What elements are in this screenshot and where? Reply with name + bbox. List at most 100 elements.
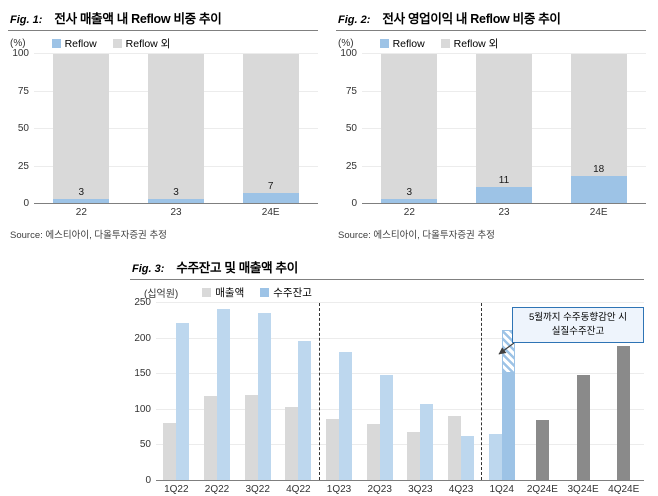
fig2-chart: 0 25 50 75 100 3 11 18 (336, 48, 646, 209)
stacked-bar: 7 (242, 54, 299, 203)
x-tick-label: 22 (75, 207, 87, 218)
legend-item: Reflow (51, 36, 97, 51)
fig2-legend: Reflow Reflow 외 (379, 36, 499, 51)
legend-swatch (379, 39, 389, 48)
fig3-panel: Fig. 3: 수주잔고 및 매출액 추이 (십억원) 매출액 수주잔고 0 50 1… (130, 257, 644, 496)
bar-segment-reflow (570, 176, 627, 203)
bar-group (481, 303, 522, 480)
bar-group (563, 303, 604, 480)
bar (420, 403, 434, 480)
bar-segment-other (147, 54, 204, 199)
y-tick-label: 50 (345, 123, 357, 134)
legend-swatch (112, 39, 122, 48)
bar-segment-reflow (53, 198, 110, 203)
bar-group (603, 303, 644, 480)
fig1-legend: Reflow Reflow 외 (51, 36, 170, 51)
y-tick-label: 250 (134, 297, 151, 308)
bar (366, 424, 380, 480)
fig3-plot-area: 5월까지 수주동향감안 시 실질수주잔고 (156, 302, 644, 481)
legend-label: Reflow 외 (453, 38, 499, 50)
y-tick-label: 0 (145, 475, 151, 486)
fig3-x-axis: 1Q22 2Q22 3Q22 4Q22 1Q23 2Q23 3Q23 4Q23 1Q24 2Q24… (156, 481, 644, 495)
y-tick-label: 75 (17, 85, 29, 97)
fig1-chart: 0 25 50 75 100 3 3 7 (8, 48, 318, 209)
fig2-meta-row: (%) Reflow Reflow 외 (336, 36, 646, 51)
fig2-tag: Fig. 2: (338, 14, 371, 26)
legend-swatch (440, 39, 450, 48)
x-tick-label: 4Q24E (608, 484, 640, 495)
real-backlog-callout: 5월까지 수주동향감안 시 실질수주잔고 (512, 307, 644, 343)
legend-label: Reflow (392, 37, 425, 50)
fig3-title: 수주잔고 및 매출액 추이 (176, 261, 298, 275)
fig1-panel: Fig. 1: 전사 매출액 내 Reflow 비중 추이 (%) Reflow… (8, 8, 318, 241)
bar (379, 374, 393, 480)
gridline (156, 373, 644, 375)
bar-segment-other (475, 54, 532, 187)
fig1-x-axis-spacer (8, 204, 34, 218)
y-tick-label: 150 (134, 368, 151, 380)
gridline (156, 337, 644, 339)
y-tick-label: 0 (351, 198, 357, 209)
bar (217, 309, 230, 480)
fig1-title: 전사 매출액 내 Reflow 비중 추이 (54, 12, 222, 26)
fig2-title: 전사 영업이익 내 Reflow 비중 추이 (382, 12, 561, 26)
data-label: 18 (593, 164, 605, 175)
bar (535, 420, 549, 480)
bar-segment-other (381, 54, 438, 199)
fig3-legend: 매출액 수주잔고 (202, 285, 312, 300)
bar-group (319, 303, 360, 480)
fig3-chart: 0 50 100 150 200 250 5월까지 수주동향감안 시 실질수주잔고 (130, 297, 644, 486)
bar-group (359, 303, 400, 480)
bar-segment-reflow (381, 198, 438, 203)
fig3-tag: Fig. 3: (132, 263, 165, 275)
fig3-meta-row: (십억원) 매출액 수주잔고 (130, 285, 644, 300)
fig2-header: Fig. 2: 전사 영업이익 내 Reflow 비중 추이 (336, 8, 646, 31)
bar-solid (501, 373, 515, 480)
bar (488, 433, 502, 480)
y-tick-label: 0 (23, 198, 29, 209)
bar (298, 341, 312, 480)
x-tick-label: 22 (403, 207, 415, 218)
fig3-x-axis-spacer (130, 481, 156, 495)
bar-group (522, 303, 563, 480)
bar (257, 312, 271, 480)
x-tick-label: 3Q23 (408, 484, 433, 495)
y-tick-label: 25 (17, 160, 29, 172)
bar (244, 394, 258, 480)
legend-item: Reflow 외 (112, 36, 170, 51)
fig1-source: Source: 에스티아이, 다올투자증권 추정 (10, 230, 167, 241)
fig1-header: Fig. 1: 전사 매출액 내 Reflow 비중 추이 (8, 8, 318, 31)
y-tick-label: 200 (134, 332, 151, 344)
x-tick-label: 2Q22 (204, 484, 230, 495)
bar (204, 395, 217, 480)
x-tick-label: 3Q24E (567, 484, 599, 495)
y-tick-label: 100 (12, 48, 29, 59)
callout-arrow-icon (498, 342, 515, 355)
fig1-x-axis: 22 23 24E (34, 204, 318, 218)
gridline (156, 302, 644, 303)
bar-group (278, 303, 319, 480)
bar-segment-reflow (242, 192, 299, 203)
data-label: 3 (78, 186, 85, 198)
gridline (156, 408, 644, 410)
stacked-bar: 3 (53, 54, 110, 203)
fig3-unit-label: (십억원) (144, 289, 179, 300)
fig2-x-axis-spacer (336, 204, 362, 218)
fig2-source: Source: 에스티아이, 다올투자증권 추정 (338, 230, 495, 241)
bar-segment-reflow (475, 186, 532, 203)
period-separator (481, 303, 483, 480)
fig2-unit-label: (%) (338, 38, 354, 49)
bar-segment-other (242, 54, 299, 193)
stacked-bar: 18 (570, 54, 627, 203)
data-label: 7 (267, 180, 274, 192)
y-tick-label: 100 (134, 403, 151, 415)
x-tick-label: 24E (589, 207, 608, 218)
y-tick-label: 50 (17, 123, 29, 134)
stacked-bar: 11 (475, 54, 532, 203)
x-tick-label: 2Q24E (526, 484, 558, 495)
bar (448, 415, 462, 480)
x-tick-label: 24E (261, 207, 280, 218)
data-label: 11 (498, 174, 510, 186)
bar (339, 351, 353, 480)
legend-label: Reflow (64, 37, 97, 50)
